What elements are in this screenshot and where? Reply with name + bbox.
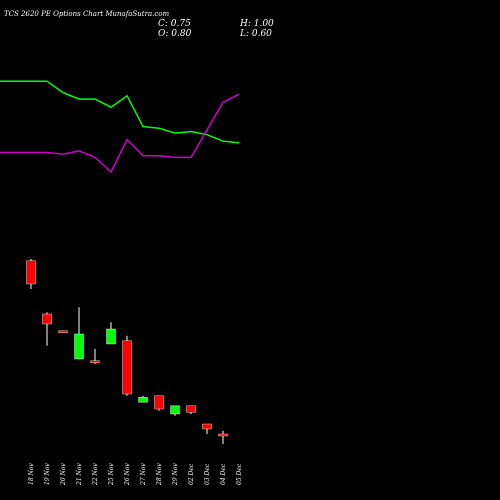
- candle-body: [42, 313, 52, 325]
- x-axis-label: 18 Nov: [28, 463, 35, 485]
- x-axis-label: 03 Dec: [204, 463, 211, 485]
- candle-body: [58, 330, 68, 333]
- x-axis-label: 04 Dec: [220, 463, 227, 485]
- candle: [138, 395, 148, 403]
- candle-body: [106, 328, 116, 345]
- x-axis-label: 25 Nov: [108, 463, 115, 486]
- candle-body: [26, 260, 36, 285]
- candles: [26, 259, 228, 444]
- candle: [26, 259, 36, 289]
- candle-body: [74, 333, 84, 360]
- candle: [58, 330, 68, 333]
- x-axis-label: 28 Nov: [156, 463, 163, 486]
- candle: [186, 405, 196, 414]
- candle: [122, 335, 132, 396]
- candle: [170, 405, 180, 416]
- x-axis-label: 05 Dec: [236, 463, 243, 485]
- candle-body: [186, 405, 196, 413]
- candle: [74, 307, 84, 360]
- chart-title: TCS 2620 PE Options Chart MunafaSutra.co…: [4, 10, 170, 18]
- open-readout: O: 0.80: [158, 29, 192, 39]
- close-readout: C: 0.75: [158, 19, 191, 29]
- candle: [202, 423, 212, 434]
- x-axis-label: 20 Nov: [60, 463, 67, 486]
- x-axis-label: 27 Nov: [140, 463, 147, 486]
- x-axis-labels: 18 Nov 19 Nov 20 Nov 21 Nov 22 Nov 25 Nov 26 N…: [28, 463, 243, 486]
- indicator-lines: [0, 80, 240, 174]
- indicator-line-1: [0, 80, 240, 144]
- candle-body: [218, 433, 228, 437]
- candle-body: [170, 405, 180, 415]
- candle-body: [90, 360, 100, 363]
- candle-body: [154, 395, 164, 410]
- candle-body: [202, 423, 212, 430]
- high-readout: H: 1.00: [240, 19, 274, 29]
- candle: [106, 322, 116, 345]
- candle-body: [122, 340, 132, 395]
- x-axis-label: 22 Nov: [92, 463, 99, 486]
- candle: [154, 395, 164, 411]
- indicator-line-2: [0, 93, 240, 174]
- x-axis-label: 29 Nov: [172, 463, 179, 486]
- candle: [218, 430, 228, 444]
- candle: [90, 349, 100, 364]
- x-axis-label: 19 Nov: [44, 463, 51, 485]
- x-axis-label: 02 Dec: [188, 463, 195, 485]
- x-axis-label: 21 Nov: [76, 463, 83, 486]
- x-axis-label: 26 Nov: [124, 463, 131, 486]
- candle: [42, 312, 52, 346]
- low-readout: L: 0.60: [240, 29, 272, 39]
- candle-body: [138, 397, 148, 403]
